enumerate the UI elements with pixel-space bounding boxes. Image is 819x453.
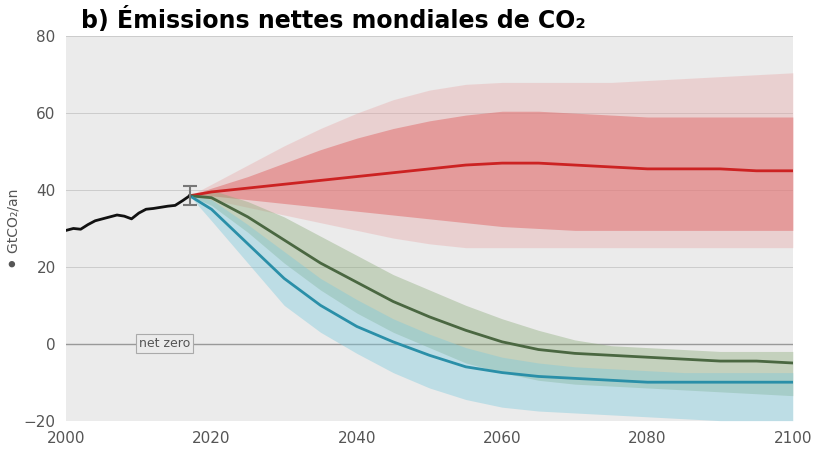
Text: b) Émissions nettes mondiales de CO₂: b) Émissions nettes mondiales de CO₂ bbox=[81, 7, 586, 33]
Y-axis label: ⚫ GtCO₂/an: ⚫ GtCO₂/an bbox=[7, 188, 21, 269]
Text: net zero: net zero bbox=[138, 337, 190, 350]
